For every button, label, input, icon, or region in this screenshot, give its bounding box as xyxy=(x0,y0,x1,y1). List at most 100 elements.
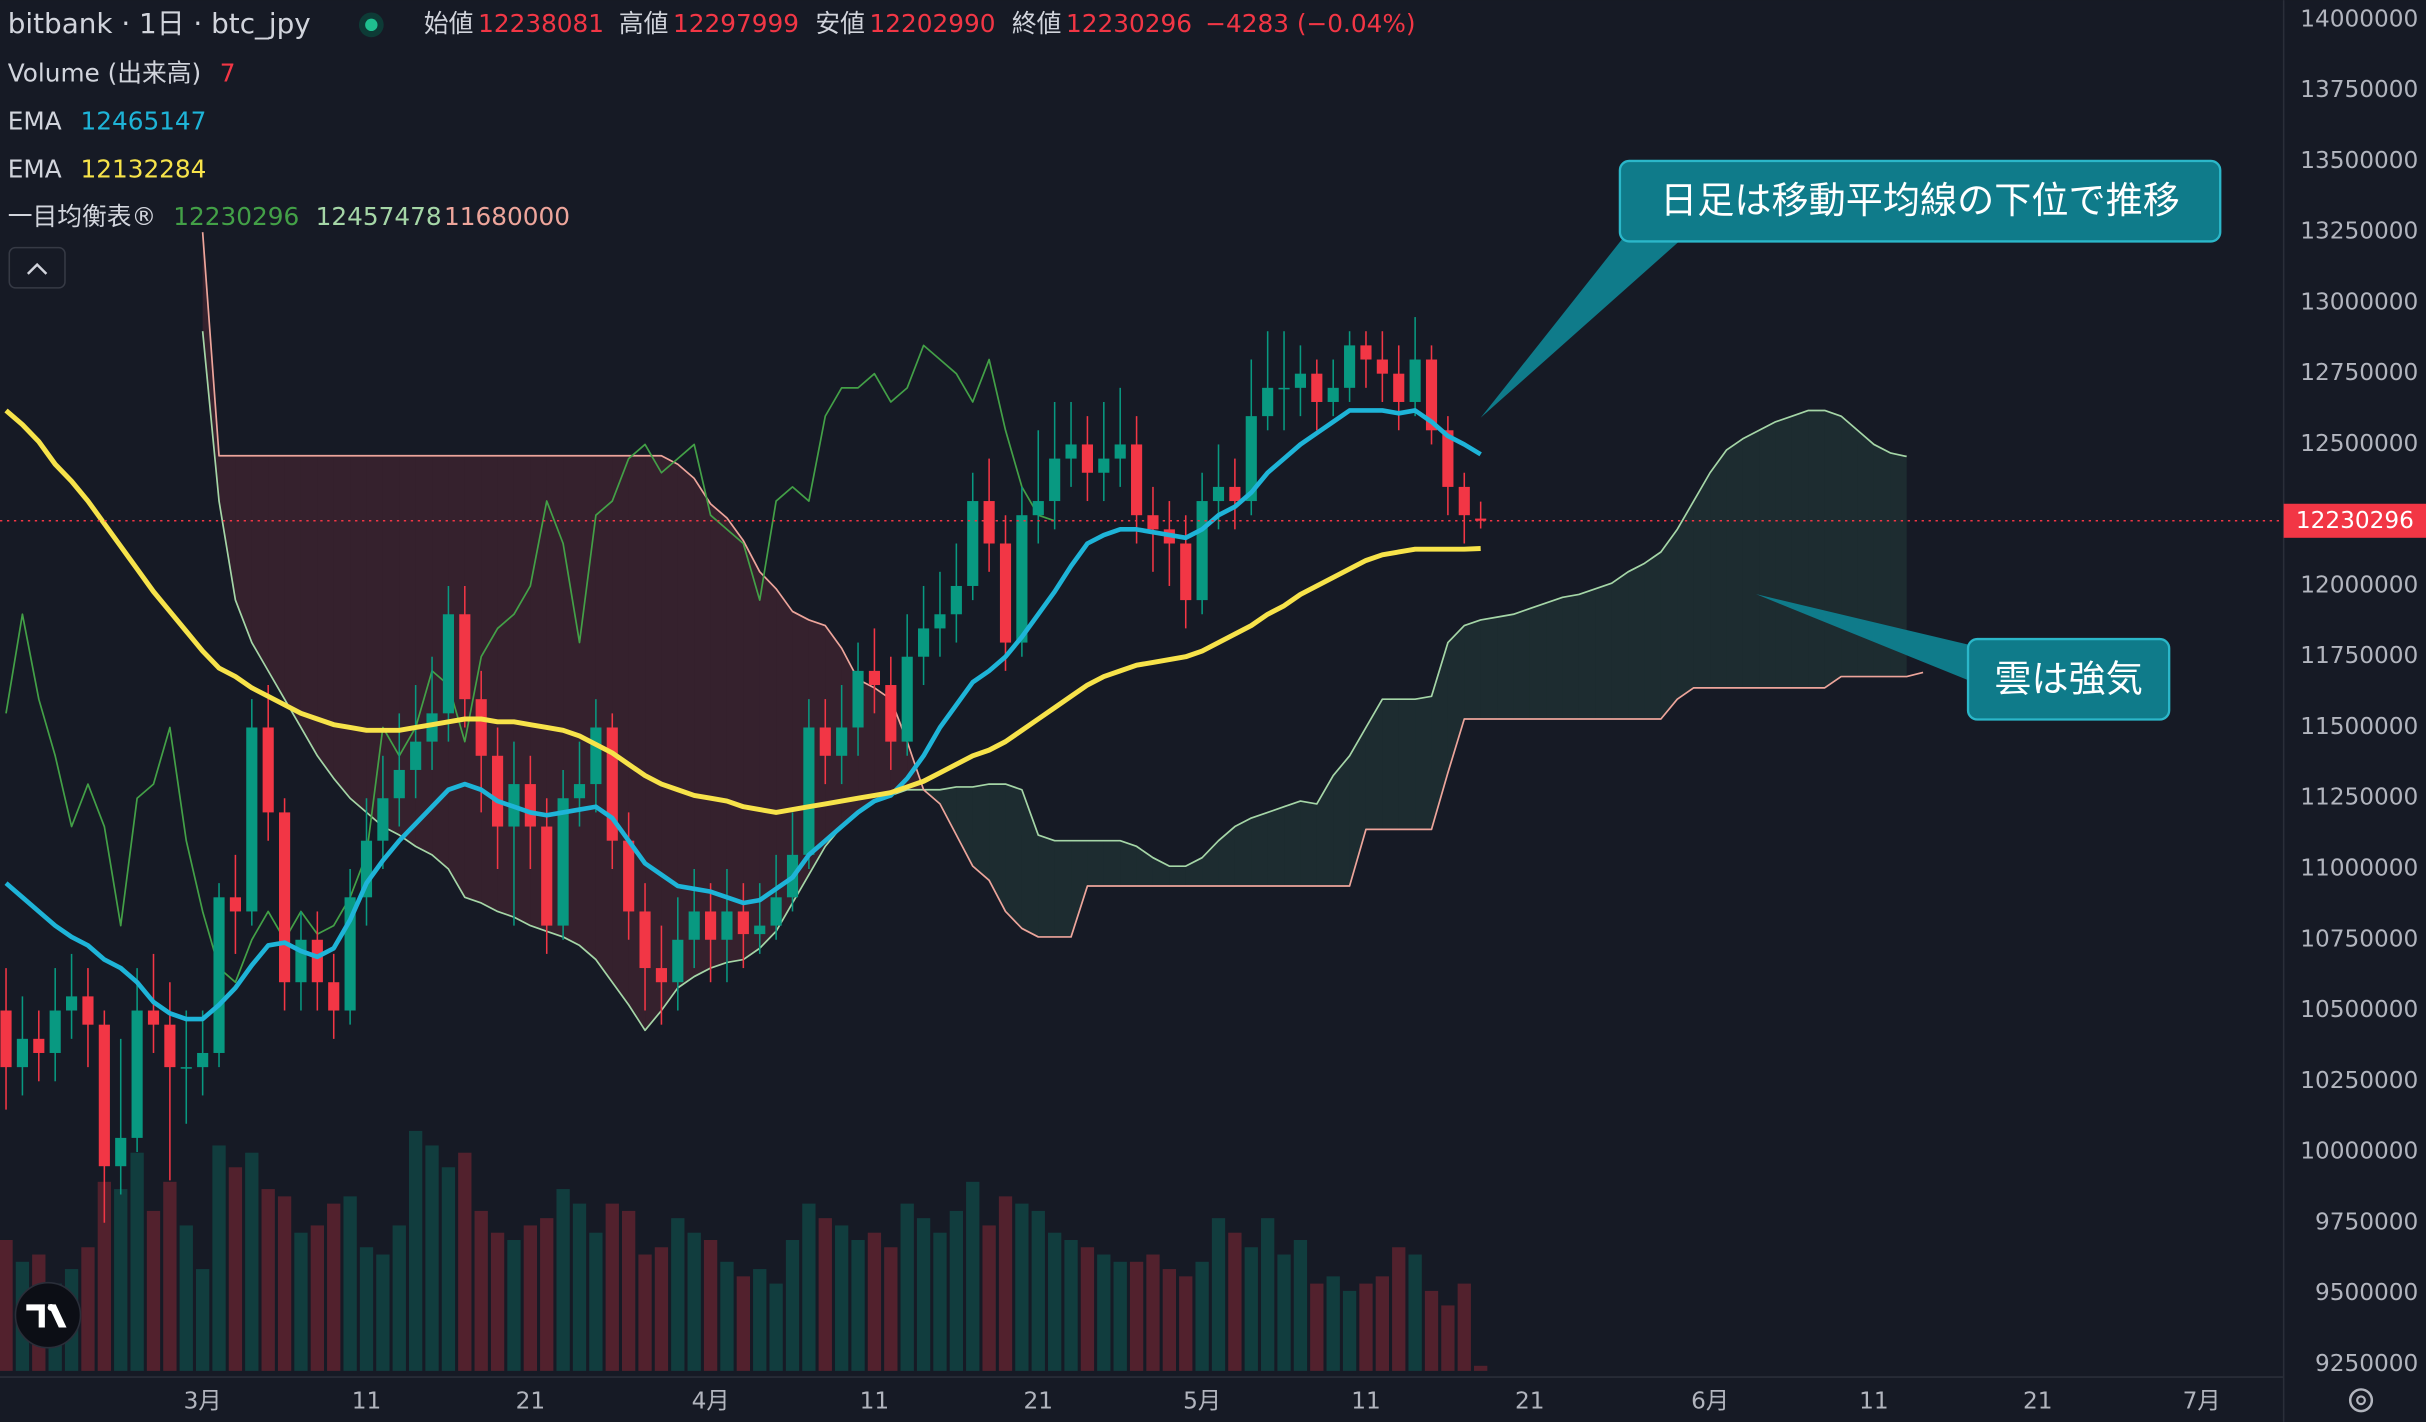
volume-bar xyxy=(622,1210,636,1371)
cloud-fill xyxy=(300,455,318,756)
cloud-fill xyxy=(1316,775,1334,886)
candle-body xyxy=(1425,359,1438,431)
candle-body xyxy=(623,840,635,912)
price-label-box xyxy=(2283,503,2426,538)
candle-body xyxy=(1311,373,1323,402)
volume-bar xyxy=(1261,1218,1275,1371)
cloud-layer xyxy=(202,232,1907,1031)
volume-bar xyxy=(1310,1283,1324,1371)
volume-bar xyxy=(1129,1261,1144,1371)
candle-body xyxy=(1442,430,1454,487)
cloud-fill xyxy=(1726,438,1743,688)
settings-button[interactable] xyxy=(2348,1388,2374,1413)
volume-bar xyxy=(916,1218,931,1371)
cloud-fill xyxy=(1742,430,1760,688)
chevron[interactable] xyxy=(26,262,48,275)
cloud-fill xyxy=(317,455,334,779)
cloud-fill xyxy=(1284,801,1301,886)
candle-body xyxy=(672,939,684,983)
volume-bar xyxy=(458,1152,472,1371)
volume-bar xyxy=(1375,1276,1390,1371)
button-frame[interactable] xyxy=(8,246,66,289)
candle-body xyxy=(279,812,291,983)
cloud-fill xyxy=(1349,727,1366,886)
cloud-fill xyxy=(1628,563,1645,719)
volume-bar xyxy=(1228,1232,1242,1371)
cloud-fill xyxy=(1251,812,1268,886)
cloud-fill xyxy=(1136,846,1153,886)
candle-body xyxy=(344,897,356,1011)
cloud-fill xyxy=(710,503,727,969)
cloud-fill xyxy=(1218,826,1235,886)
candle-body xyxy=(950,585,962,615)
candle-body xyxy=(1245,416,1257,502)
y-tick-label: 11000000 xyxy=(2300,855,2418,882)
cloud-fill xyxy=(1644,551,1661,719)
cloud-fill xyxy=(235,455,252,643)
volume-bar xyxy=(1211,1218,1226,1371)
close-label: 終値 xyxy=(1012,9,1061,38)
cloud-fill xyxy=(1202,840,1219,886)
candle-body xyxy=(885,685,897,742)
y-tick-label: 10750000 xyxy=(2300,925,2418,952)
volume-bar xyxy=(638,1254,652,1371)
cloud-fill xyxy=(432,455,449,869)
volume-bar xyxy=(1244,1247,1258,1371)
volume-bar xyxy=(81,1247,95,1371)
callout: 雲は強気 xyxy=(1756,594,2171,721)
low-label: 安値 xyxy=(815,9,865,38)
cloud-fill xyxy=(366,455,383,827)
gear[interactable] xyxy=(2348,1388,2374,1413)
cloud-fill xyxy=(1660,529,1678,719)
open-label: 始値 xyxy=(424,9,474,38)
cloud-fill xyxy=(1103,840,1121,886)
volume-bar xyxy=(933,1232,947,1371)
candle-body xyxy=(1458,486,1470,516)
candle-body xyxy=(213,897,225,1053)
cloud-fill xyxy=(989,784,1006,912)
volume-bar xyxy=(1031,1210,1045,1371)
x-tick-label: 11 xyxy=(352,1387,382,1414)
y-tick-label: 11250000 xyxy=(2300,784,2418,811)
ichimoku-layer xyxy=(5,232,1924,1032)
candle-body xyxy=(82,996,94,1025)
logo-dot[interactable] xyxy=(47,1304,55,1311)
logo-mark[interactable] xyxy=(26,1304,67,1328)
gear-center[interactable] xyxy=(2356,1395,2366,1406)
volume-bar xyxy=(1162,1269,1177,1371)
x-tick-label: 6月 xyxy=(1691,1387,1729,1414)
candle-body xyxy=(737,911,749,935)
candle-body xyxy=(131,1010,143,1138)
cloud-fill xyxy=(1447,625,1465,773)
volume-bar xyxy=(884,1247,898,1371)
ema-layer xyxy=(4,408,1482,1022)
candle-body xyxy=(852,670,864,728)
span-b-line xyxy=(201,232,1924,938)
volume-bar xyxy=(703,1239,718,1371)
volume-bar xyxy=(605,1203,619,1371)
volume-bar xyxy=(359,1247,374,1371)
y-tick-label: 13000000 xyxy=(2300,288,2418,315)
lagging-value: 12230296 xyxy=(173,202,299,231)
candle-body xyxy=(0,1010,12,1068)
candle-body xyxy=(262,727,274,813)
candle-body xyxy=(524,784,536,827)
candle-body xyxy=(33,1038,45,1053)
callout-box xyxy=(1966,637,2171,721)
close-value: 12230296 xyxy=(1066,9,1192,38)
volume-bar xyxy=(1392,1247,1406,1371)
volume-bar xyxy=(1408,1254,1422,1371)
cloud-fill xyxy=(1529,602,1547,719)
volume-bar xyxy=(966,1181,980,1371)
ema-value: 12465147 xyxy=(80,106,206,135)
status-dot xyxy=(365,18,378,32)
candle-body xyxy=(459,614,471,700)
volume-bar xyxy=(1277,1254,1291,1371)
candle-body xyxy=(918,628,930,657)
collapse-button[interactable] xyxy=(8,246,66,289)
candle-body xyxy=(1147,515,1159,530)
logo[interactable] xyxy=(14,1281,82,1349)
volume-bar xyxy=(1359,1283,1373,1371)
ema-label: EMA xyxy=(8,154,62,183)
logo-circle[interactable] xyxy=(14,1281,82,1349)
